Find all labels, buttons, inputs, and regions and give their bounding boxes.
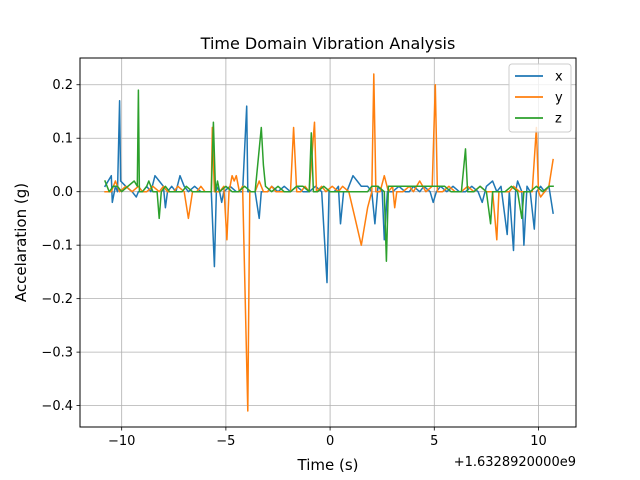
series-line-z [104, 89, 554, 262]
x-tick-label: 10 [530, 434, 547, 449]
y-tick-label: −0.4 [41, 399, 73, 414]
y-tick-label: 0.1 [52, 132, 73, 147]
tick-layer: −10 −5 0 5 10 −0.4 −0.3 −0.2 −0.1 0.0 0.1 0.2 [41, 78, 546, 449]
x-tick-label: 5 [430, 434, 438, 449]
y-tick-label: −0.2 [41, 292, 73, 307]
y-axis-label: Accelaration (g) [12, 183, 30, 302]
legend-label-z: z [555, 112, 562, 127]
series-layer [103, 73, 554, 412]
x-axis-label: Time (s) [297, 456, 359, 474]
chart-title: Time Domain Vibration Analysis [200, 34, 456, 53]
legend: xyz [508, 63, 572, 133]
x-tick-label: 0 [326, 434, 334, 449]
legend-box [508, 63, 572, 133]
plot-area-frame [79, 57, 577, 428]
x-tick-label: −5 [216, 434, 235, 449]
x-tick-label: −10 [108, 434, 135, 449]
y-tick-label: −0.1 [41, 239, 73, 254]
legend-label-y: y [555, 91, 563, 106]
y-tick-label: 0.2 [52, 78, 73, 93]
x-axis-offset-label: +1.6328920000e9 [454, 455, 576, 470]
y-tick-label: −0.3 [41, 346, 73, 361]
y-tick-label: 0.0 [52, 185, 73, 200]
legend-label-x: x [555, 70, 563, 85]
